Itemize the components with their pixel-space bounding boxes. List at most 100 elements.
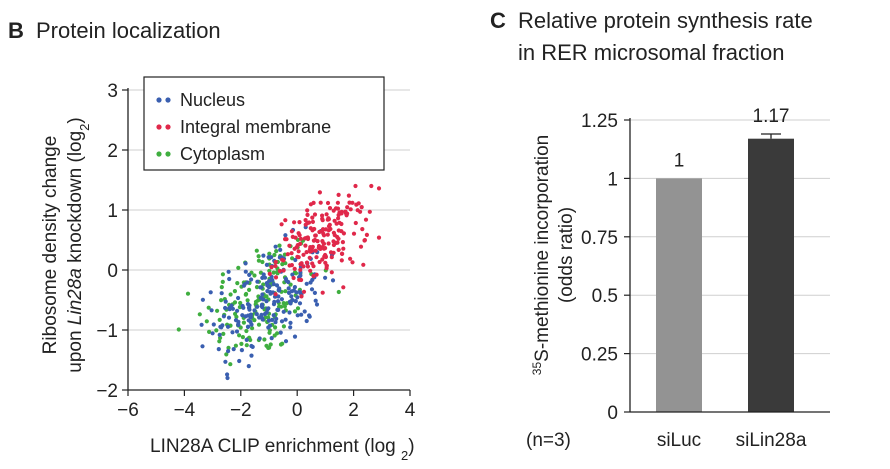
scatter-point	[376, 235, 382, 240]
scatter-point	[323, 254, 328, 259]
scatter-point	[298, 267, 303, 272]
scatter-point	[256, 322, 262, 327]
scatter-point	[234, 329, 240, 334]
scatter-x-ticks: −6 −4 −2 0 2 4	[117, 390, 416, 421]
scatter-point	[308, 202, 313, 207]
bar-y-tick-label: 0.5	[592, 286, 618, 307]
scatter-y-tick-label: −2	[96, 381, 118, 402]
scatter-legend: Nucleus Integral membrane Cytoplasm	[143, 76, 385, 171]
scatter-y-tick-label: 3	[107, 81, 118, 102]
scatter-point	[230, 306, 235, 311]
scatter-point	[326, 216, 331, 221]
scatter-point	[237, 358, 242, 364]
scatter-point	[350, 260, 355, 265]
bar-y-tick-label: 0	[607, 403, 618, 424]
legend-marker	[165, 151, 171, 157]
scatter-point	[261, 253, 266, 258]
scatter-point	[278, 247, 283, 252]
scatter-point	[273, 244, 278, 249]
scatter-point	[299, 277, 304, 283]
scatter-point	[267, 271, 272, 276]
scatter-point	[266, 255, 271, 260]
scatter-point	[305, 212, 310, 217]
scatter-point	[304, 318, 309, 324]
scatter-point	[271, 313, 276, 318]
scatter-point	[331, 239, 336, 244]
scatter-point	[217, 332, 222, 337]
scatter-point	[261, 297, 266, 302]
scatter-point	[376, 186, 382, 191]
scatter-point	[296, 249, 301, 254]
bar-value-label: 1	[674, 150, 685, 171]
scatter-y-ticks: −2 −1 0 1 2 3	[96, 81, 128, 402]
scatter-point	[310, 261, 315, 266]
scatter-point	[287, 299, 292, 304]
scatter-x-axis-label: LIN28A CLIP enrichment (log 2)	[150, 436, 415, 463]
scatter-point	[238, 300, 243, 306]
scatter-point	[364, 232, 369, 237]
scatter-point	[297, 301, 303, 306]
scatter-point	[245, 298, 250, 303]
scatter-point	[254, 285, 260, 290]
scatter-point	[324, 212, 329, 217]
legend-marker	[165, 124, 171, 130]
scatter-point	[223, 305, 228, 311]
scatter-point	[325, 232, 330, 237]
scatter-point	[262, 311, 268, 317]
scatter-point	[231, 347, 236, 352]
scatter-point	[292, 220, 297, 225]
scatter-point	[218, 324, 223, 329]
scatter-point	[249, 353, 254, 358]
scatter-point	[260, 305, 265, 310]
scatter-points	[176, 183, 382, 381]
scatter-point	[228, 292, 233, 297]
scatter-point	[200, 344, 205, 349]
scatter-point	[336, 216, 341, 221]
scatter-point	[329, 255, 334, 260]
scatter-point	[341, 246, 346, 251]
scatter-point	[252, 308, 257, 313]
scatter-point	[267, 330, 272, 335]
scatter-x-tick-label: 0	[292, 400, 303, 421]
scatter-chart: −6 −4 −2 0 2 4 −2 −1 0 1 2 3 Nucleus Integral membr…	[40, 76, 416, 463]
scatter-point	[275, 299, 281, 304]
scatter-point	[362, 238, 367, 243]
scatter-point	[256, 254, 261, 259]
scatter-point	[323, 246, 328, 251]
scatter-point	[226, 345, 231, 350]
scatter-point	[299, 294, 304, 299]
scatter-point	[295, 313, 300, 318]
scatter-point	[283, 289, 288, 294]
scatter-point	[226, 315, 232, 320]
bar-marks: 11.17	[656, 106, 794, 413]
scatter-point	[275, 331, 280, 336]
scatter-point	[245, 324, 251, 329]
scatter-point	[271, 282, 276, 287]
scatter-point	[292, 334, 298, 339]
scatter-point	[243, 292, 248, 297]
scatter-point	[323, 275, 328, 280]
scatter-point	[292, 285, 297, 290]
scatter-x-tick-label: −6	[117, 400, 139, 421]
bar-value-label: 1.17	[753, 106, 790, 127]
scatter-point	[288, 320, 293, 325]
scatter-point	[341, 285, 346, 290]
scatter-point	[211, 322, 216, 327]
bar-y-tick-label: 1	[607, 169, 618, 190]
panel-b-title: Protein localization	[36, 18, 221, 43]
legend-entry-label: Cytoplasm	[180, 144, 265, 164]
scatter-point	[298, 236, 303, 241]
scatter-x-tick-label: −2	[230, 400, 252, 421]
scatter-point	[224, 352, 229, 357]
scatter-point	[299, 261, 304, 266]
scatter-point	[267, 323, 273, 328]
scatter-point	[311, 238, 316, 243]
scatter-point	[274, 316, 279, 321]
scatter-point	[273, 320, 278, 325]
scatter-point	[304, 260, 310, 265]
legend-marker	[156, 97, 162, 103]
scatter-point	[242, 282, 247, 287]
scatter-point	[279, 304, 284, 309]
scatter-point	[336, 289, 341, 295]
scatter-point	[277, 268, 282, 274]
